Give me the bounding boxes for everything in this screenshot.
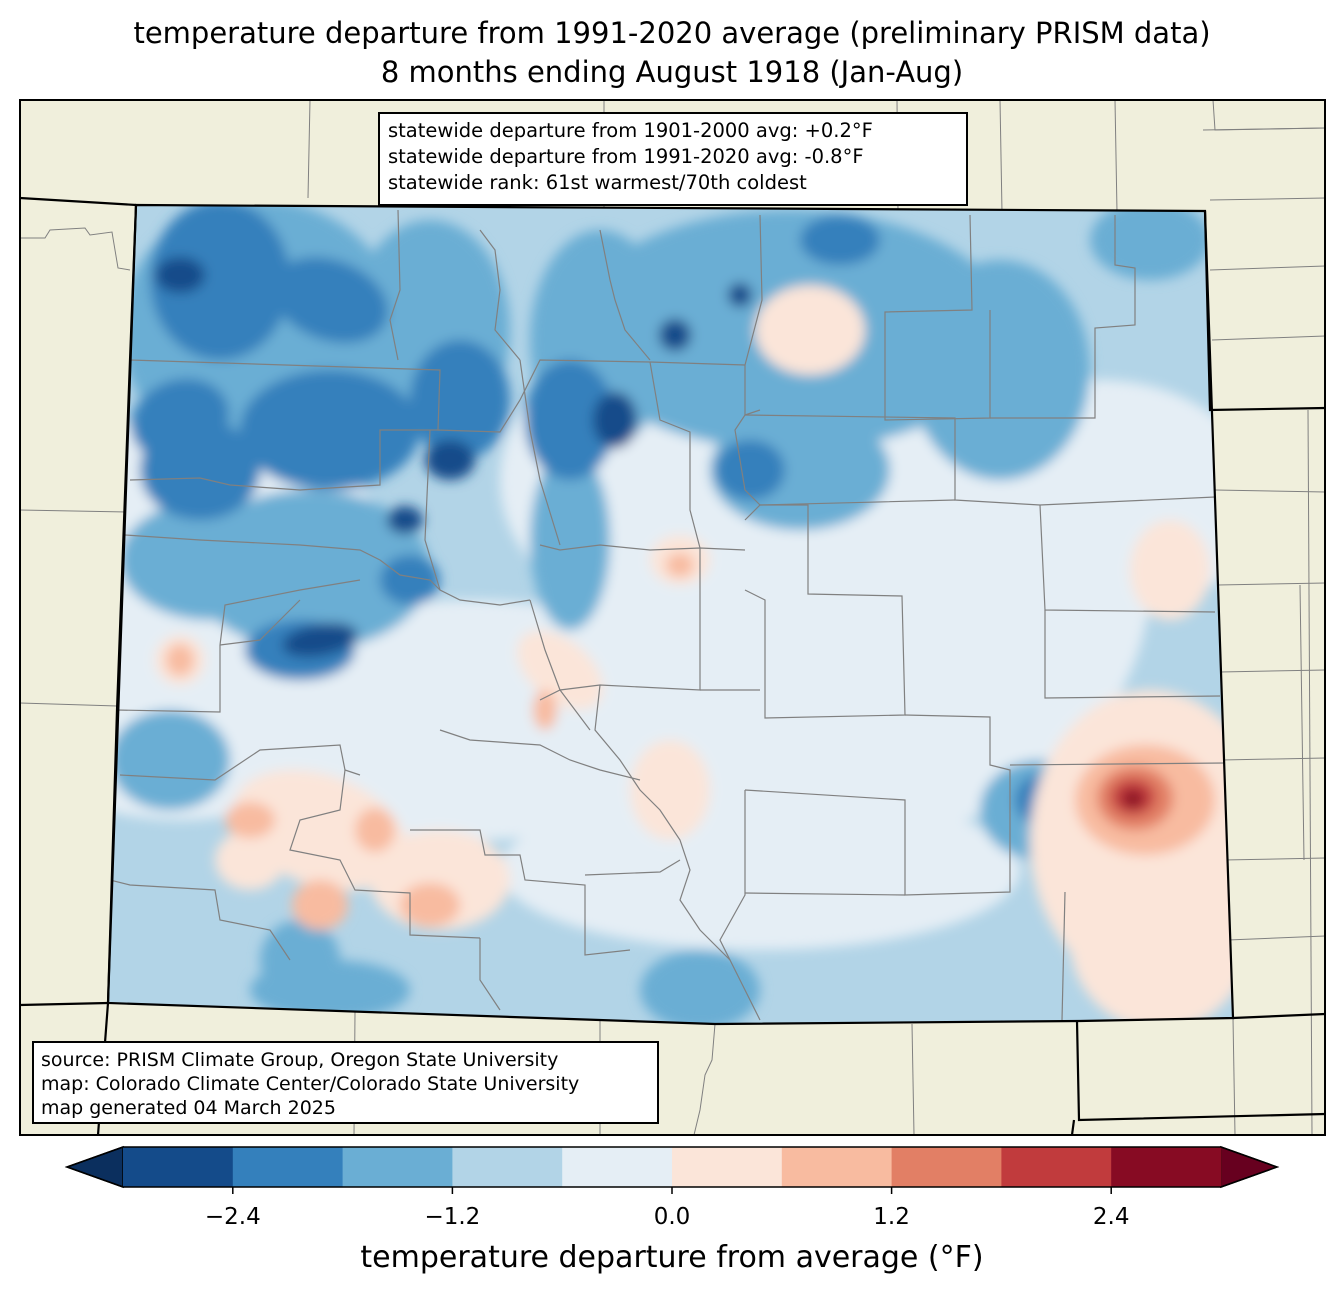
contour-region (530, 450, 610, 630)
contour-region (292, 880, 348, 930)
colorado-county-lines (109, 209, 1226, 1021)
contour-region (166, 644, 194, 676)
contour-region (1090, 205, 1210, 280)
contour-region (155, 257, 205, 293)
contour-region (1130, 520, 1210, 620)
source-line-3: map generated 04 March 2025 (41, 1097, 336, 1119)
contour-region (666, 553, 694, 577)
colorbar-segment (781, 1147, 893, 1187)
stats-line-2: statewide departure from 1991-2020 avg: … (388, 145, 864, 168)
contour-region (630, 740, 710, 840)
contour-region (215, 830, 285, 890)
contour-region (800, 215, 880, 265)
colorbar-under-arrow (64, 1145, 124, 1189)
colorbar-segment (232, 1147, 344, 1187)
contour-region (533, 690, 557, 730)
colorbar-segment (1001, 1147, 1112, 1187)
map-title-line-2: 8 months ending August 1918 (Jan-Aug) (380, 55, 964, 89)
contour-region (425, 440, 475, 480)
contour-region (260, 920, 340, 1000)
colorbar-tick-label: 1.2 (873, 1204, 910, 1230)
contour-region (1070, 850, 1233, 1024)
colorbar-outline (64, 1146, 1280, 1188)
contour-region (400, 883, 460, 927)
contour-region (190, 490, 430, 650)
contour-region (240, 370, 420, 490)
contour-region (271, 257, 389, 343)
source-line-1: source: PRISM Climate Group, Oregon Stat… (41, 1049, 559, 1071)
colorbar-segment (891, 1147, 1002, 1187)
contour-region (1123, 790, 1143, 808)
colorbar-segment (123, 1147, 234, 1187)
colorbar-tick-label: 0.0 (653, 1204, 691, 1230)
statewide-stats-box: statewide departure from 1901-2000 avg: … (378, 112, 968, 206)
contour-region (715, 440, 785, 500)
source-credits-box: source: PRISM Climate Group, Oregon Stat… (32, 1041, 659, 1124)
temperature-field (108, 205, 1233, 1024)
contour-region (110, 710, 230, 810)
contour-region (728, 283, 752, 307)
contour-region (150, 205, 290, 360)
contour-region (380, 555, 440, 605)
contour-region (640, 950, 760, 1024)
contour-regions (108, 205, 1233, 1024)
colorbar-tick-label: −2.4 (204, 1204, 261, 1230)
map-title-line-1: temperature departure from 1991-2020 ave… (133, 16, 1211, 50)
colorbar-label: temperature departure from average (°F) (360, 1240, 984, 1275)
contour-region (659, 319, 691, 351)
contour-region (755, 285, 865, 375)
contour-region (593, 392, 637, 448)
contour-region (387, 506, 423, 534)
colorbar (64, 1145, 1280, 1194)
contour-region (500, 790, 1020, 950)
contour-region (517, 630, 603, 710)
contour-region (131, 378, 229, 462)
colorbar-segment (452, 1147, 563, 1187)
contour-region (910, 260, 1090, 480)
colorbar-segment (342, 1147, 453, 1187)
stats-line-1: statewide departure from 1901-2000 avg: … (388, 119, 873, 142)
colorbar-tick-label: −1.2 (424, 1204, 481, 1230)
colorbar-segment (672, 1147, 783, 1187)
colorbar-segment (562, 1147, 673, 1187)
colorbar-segment (1111, 1147, 1222, 1187)
map-frame (19, 99, 1326, 1136)
colorbar-tick-label: 2.4 (1092, 1204, 1130, 1230)
contour-region (225, 802, 275, 838)
colorbar-over-arrow (1220, 1145, 1280, 1189)
contour-region (525, 360, 615, 480)
contour-region (355, 808, 395, 852)
contour-region (282, 622, 358, 658)
stats-line-3: statewide rank: 61st warmest/70th coldes… (388, 171, 807, 194)
source-line-2: map: Colorado Climate Center/Colorado St… (41, 1073, 580, 1095)
